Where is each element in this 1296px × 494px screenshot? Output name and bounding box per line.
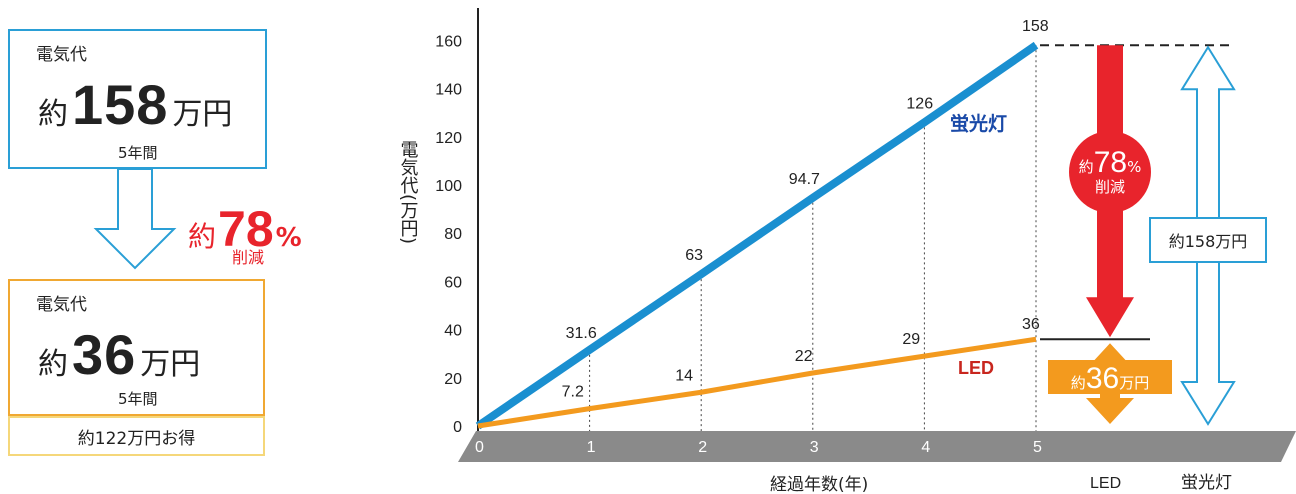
reduction-prefix: 約	[188, 220, 217, 253]
reduction-value: 78	[218, 201, 274, 257]
y-axis-title: 電気代(万円)	[398, 140, 419, 244]
bar-label-fluorescent: 蛍光灯	[1181, 473, 1232, 493]
led-cost-box	[8, 279, 265, 416]
reduction-badge-value: 78	[1094, 146, 1127, 179]
reduction-badge-unit: %	[1127, 158, 1141, 176]
led-total-prefix: 約	[1071, 374, 1086, 392]
reduction-label: 削減	[232, 248, 265, 267]
led-data-label: 36	[1022, 316, 1040, 333]
bar-label-led: LED	[1090, 475, 1121, 492]
led-data-label: 14	[675, 367, 693, 384]
savings-box: 約122万円お得	[8, 416, 265, 456]
savings-text: 約122万円お得	[77, 428, 196, 449]
bottom-box-amount: 約 36 万円	[38, 322, 200, 387]
x-tick-label: 3	[810, 439, 819, 456]
reduction-callout: 約 78 %	[188, 200, 302, 258]
led-total-badge	[1048, 360, 1172, 394]
fluorescent-data-label: 31.6	[566, 325, 597, 342]
led-data-label: 22	[795, 348, 813, 365]
bottom-box-period: 5年間	[118, 390, 158, 408]
chart-grid	[589, 45, 1037, 431]
y-tick-label: 100	[435, 178, 462, 195]
top-box-amount: 約 158 万円	[38, 72, 232, 137]
top-box-prefix: 約	[38, 97, 68, 132]
fluorescent-total-text: 約158万円	[1169, 232, 1248, 251]
series-layer	[475, 41, 1039, 430]
down-arrow-icon	[93, 168, 177, 270]
reduction-badge	[1069, 131, 1151, 213]
fluorescent-series-line	[475, 41, 1039, 430]
led-data-label: 7.2	[562, 384, 584, 401]
bottom-box-label: 電気代	[36, 295, 87, 315]
y-tick-label: 0	[453, 419, 462, 436]
fluorescent-total-badge	[1149, 217, 1267, 263]
led-total-value: 36	[1086, 362, 1119, 395]
led-total-text: 約36万円	[1071, 362, 1149, 395]
x-tick-label: 4	[921, 439, 930, 456]
led-series-line	[477, 336, 1037, 429]
fluorescent-data-label: 126	[906, 95, 933, 112]
top-box-unit: 万円	[172, 97, 233, 132]
y-tick-label: 160	[435, 33, 462, 50]
y-tick-label: 60	[444, 274, 462, 291]
fluorescent-data-label: 94.7	[789, 171, 820, 188]
top-box-label: 電気代	[36, 45, 87, 65]
x-tick-label: 1	[587, 439, 596, 456]
fluorescent-cost-box	[8, 29, 267, 169]
led-data-label: 29	[902, 331, 920, 348]
x-tick-label: 0	[475, 439, 484, 456]
y-tick-label: 120	[435, 130, 462, 147]
y-tick-label: 80	[444, 226, 462, 243]
led-series-name: LED	[958, 358, 994, 378]
x-axis-title: 経過年数(年)	[770, 475, 868, 494]
reduction-unit: %	[275, 223, 302, 253]
reduction-badge-prefix: 約	[1079, 158, 1094, 176]
y-axis: 0 20 40 60 80 100 120 140 160 電気代(万円)	[398, 8, 479, 436]
data-label-layer: 31.6 63 94.7 126 158 7.2 14 22 29 36 蛍光灯 LED	[562, 18, 1049, 400]
led-total-unit: 万円	[1119, 374, 1149, 392]
reduction-badge-text: 約78%	[1079, 146, 1142, 179]
x-axis-band	[458, 431, 1296, 462]
reduction-badge-label: 削減	[1095, 178, 1125, 196]
fluorescent-series-name: 蛍光灯	[950, 112, 1007, 135]
y-tick-label: 20	[444, 371, 462, 388]
y-tick-label: 140	[435, 82, 462, 99]
fluorescent-data-label: 63	[685, 247, 703, 264]
bottom-box-number: 36	[72, 323, 137, 386]
y-tick-label: 40	[444, 323, 462, 340]
x-tick-label: 2	[698, 439, 707, 456]
bottom-box-prefix: 約	[38, 347, 68, 382]
bottom-box-unit: 万円	[140, 347, 201, 382]
x-axis: 0 1 2 3 4 5 経過年数(年) LED 蛍光灯	[475, 439, 1232, 494]
top-box-number: 158	[72, 73, 169, 136]
x-tick-label: 5	[1033, 439, 1042, 456]
fluorescent-data-label: 158	[1022, 18, 1049, 35]
top-box-period: 5年間	[118, 144, 158, 162]
